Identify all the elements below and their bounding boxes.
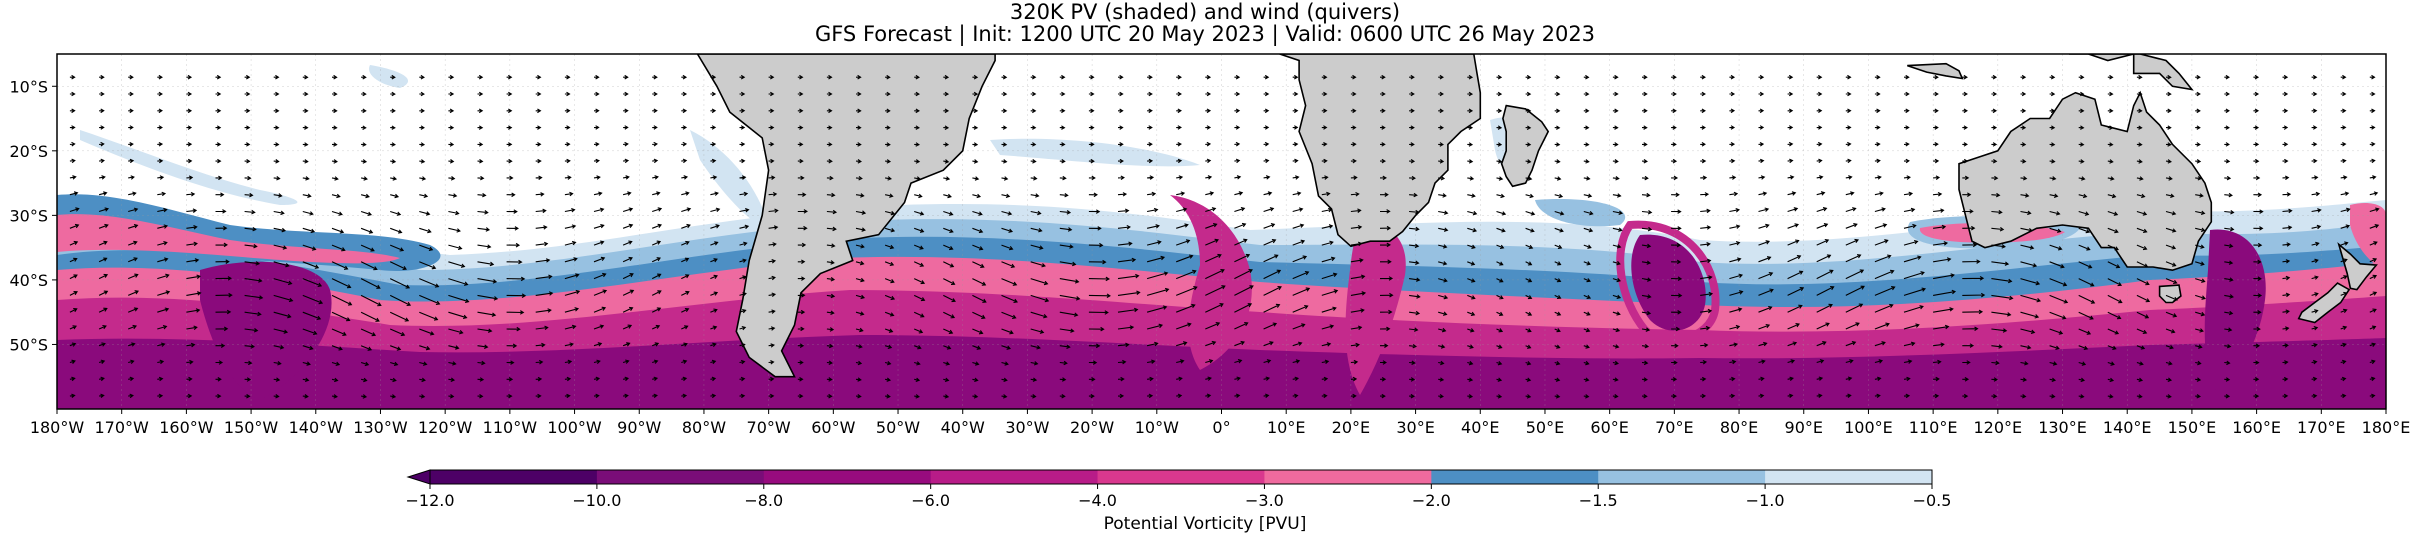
colorbar-segment: [1765, 470, 1933, 484]
lon-tick-label: 180°E: [2362, 418, 2410, 437]
lat-tick-label: 10°S: [9, 77, 48, 96]
lon-tick-label: 10°E: [1267, 418, 1305, 437]
colorbar-segment: [1097, 470, 1265, 484]
lon-tick-label: 80°W: [682, 418, 726, 437]
colorbar-segment: [596, 470, 765, 484]
lat-tick-label: 30°S: [9, 206, 48, 225]
lon-tick-label: 20°W: [1070, 418, 1114, 437]
lon-tick-label: 120°E: [1974, 418, 2023, 437]
lon-tick-label: 30°E: [1396, 418, 1434, 437]
lon-tick-label: 0°: [1212, 418, 1230, 437]
pv-wisp-3: [690, 130, 770, 230]
colorbar-tick-label: −12.0: [405, 491, 454, 510]
lon-tick-label: 50°E: [1526, 418, 1564, 437]
lon-tick-label: 180°W: [30, 418, 85, 437]
lon-tick-label: 60°E: [1590, 418, 1628, 437]
land-masses: [696, 54, 2378, 378]
lat-tick-label: 20°S: [9, 142, 48, 161]
lon-tick-label: 40°E: [1461, 418, 1499, 437]
colorbar-tick-label: −6.0: [911, 491, 950, 510]
colorbar-tick-label: −4.0: [1078, 491, 1117, 510]
pv-wisp-1: [80, 130, 298, 205]
pv-feature-atlantic-streamer: [1170, 195, 1252, 370]
lon-tick-label: 90°W: [617, 418, 661, 437]
colorbar-tick-label: −10.0: [572, 491, 621, 510]
lon-tick-label: 70°E: [1655, 418, 1693, 437]
colorbar-tick-label: −2.0: [1412, 491, 1451, 510]
pv-feature-indian-cutoff: [1631, 234, 1706, 331]
colorbar-segment: [430, 470, 598, 484]
lat-tick-label: 50°S: [9, 335, 48, 354]
lon-tick-label: 140°W: [289, 418, 344, 437]
pv-wisp-5: [1535, 199, 1626, 227]
lon-tick-label: 150°E: [2168, 418, 2217, 437]
lon-tick-label: 160°E: [2232, 418, 2281, 437]
lon-tick-label: 110°E: [1909, 418, 1958, 437]
pv-wisp-6: [369, 65, 409, 88]
wind-arrow-field: [69, 74, 2380, 399]
lon-tick-label: 130°W: [353, 418, 408, 437]
colorbar-segment: [763, 470, 932, 484]
colorbar-segment: [1264, 470, 1432, 484]
lon-tick-label: 170°E: [2297, 418, 2346, 437]
colorbar-tick-label: −1.0: [1746, 491, 1785, 510]
lon-tick-label: 30°W: [1005, 418, 1049, 437]
lon-tick-label: 160°W: [159, 418, 214, 437]
pv-feature-indian-cutoff-ring: [1616, 220, 1720, 344]
latitude-tick-labels: 10°S 20°S 30°S 40°S 50°S: [9, 77, 57, 354]
lon-tick-label: 110°W: [483, 418, 538, 437]
lon-tick-label: 80°E: [1720, 418, 1758, 437]
lon-tick-label: 150°W: [224, 418, 279, 437]
pv-feature-south-pacific-core: [57, 214, 400, 264]
new-zealand-north: [2337, 242, 2378, 291]
south-america: [696, 54, 996, 378]
lon-tick-label: 100°W: [547, 418, 602, 437]
colorbar-outline: [429, 469, 1933, 485]
lon-tick-label: 70°W: [747, 418, 791, 437]
colorbar-segment: [1431, 470, 1599, 484]
lon-tick-label: 10°W: [1135, 418, 1179, 437]
new-guinea: [2069, 54, 2194, 91]
lon-tick-label: 100°E: [1844, 418, 1893, 437]
pv-feature-east-edge: [2350, 203, 2386, 270]
map-title: 320K PV (shaded) and wind (quivers): [1009, 0, 1401, 24]
lon-tick-label: 40°W: [941, 418, 985, 437]
pv-wisp-2: [990, 138, 1200, 167]
pv-feature-cutoff-west: [200, 261, 332, 400]
colorbar-tick-label: −8.0: [744, 491, 783, 510]
lon-tick-label: 60°W: [811, 418, 855, 437]
pv-feature-tasman-trough: [2204, 229, 2266, 390]
lon-tick-label: 140°E: [2103, 418, 2152, 437]
lon-tick-label: 50°W: [876, 418, 920, 437]
map-content: [57, 54, 2386, 409]
colorbar-tick-label: −3.0: [1245, 491, 1284, 510]
new-zealand-south: [2297, 282, 2351, 324]
java: [1907, 62, 1964, 80]
lon-tick-label: 90°E: [1785, 418, 1823, 437]
lon-tick-label: 120°W: [418, 418, 473, 437]
colorbar-segment: [1598, 470, 1766, 484]
colorbar-tick-label: −1.5: [1579, 491, 1618, 510]
colorbar-label: Potential Vorticity [PVU]: [1103, 514, 1307, 534]
lon-tick-label: 130°E: [2038, 418, 2087, 437]
map-subtitle: GFS Forecast | Init: 1200 UTC 20 May 202…: [814, 22, 1596, 46]
madagascar: [1500, 104, 1550, 188]
colorbar-segment: [930, 470, 1099, 484]
colorbar-tick-label: −0.5: [1913, 491, 1952, 510]
lat-tick-label: 40°S: [9, 271, 48, 290]
longitude-tick-labels: 180°W 170°W 160°W 150°W 140°W 130°W 120°W 110°W…: [30, 409, 2410, 437]
pv-feature-south-africa-streamer: [1345, 224, 1406, 395]
pv-colorbar: −12.0 −10.0 −8.0 −6.0 −4.0 −3.0 −2.0 −1.5 −1.0 −0…: [405, 469, 1952, 510]
wind-quivers: [69, 74, 2380, 399]
lon-tick-label: 170°W: [95, 418, 150, 437]
africa: [1279, 54, 1482, 248]
colorbar-extend-arrow: [406, 469, 431, 485]
lon-tick-label: 20°E: [1332, 418, 1370, 437]
